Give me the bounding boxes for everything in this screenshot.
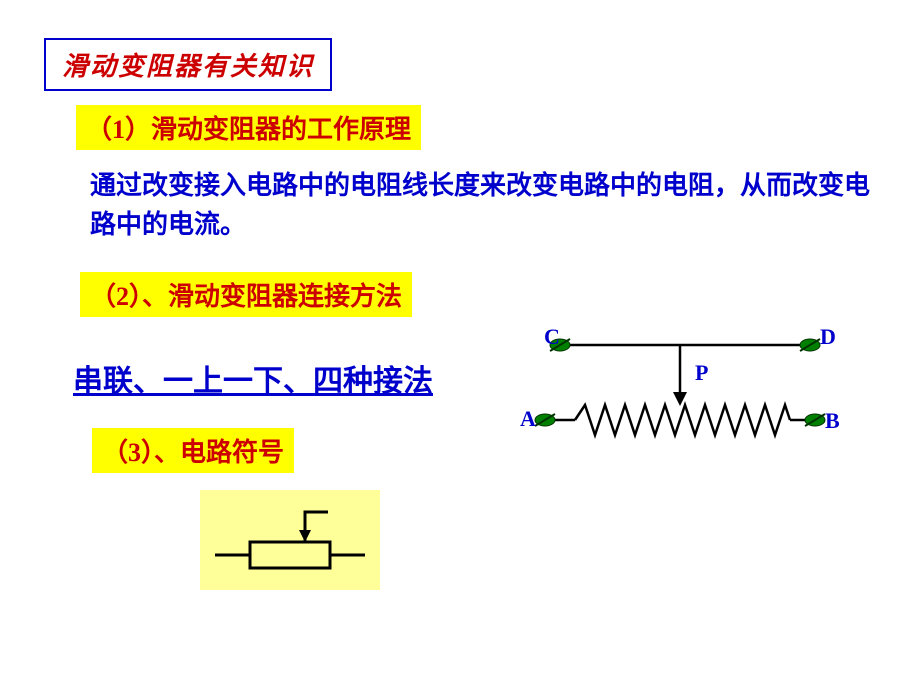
label-d: D bbox=[820, 324, 836, 350]
connection-method-text: 串联、一上一下、四种接法 bbox=[73, 356, 433, 400]
diagram-coil bbox=[575, 405, 790, 435]
section-3-text: （3）、电路符号 bbox=[102, 438, 284, 467]
circuit-symbol-box bbox=[200, 490, 380, 590]
label-b: B bbox=[825, 408, 840, 434]
label-a: A bbox=[520, 406, 536, 432]
rheostat-symbol-svg bbox=[210, 500, 370, 580]
label-c: C bbox=[544, 324, 560, 350]
symbol-resistor-body bbox=[250, 542, 330, 568]
section-2-text: （2）、滑动变阻器连接方法 bbox=[90, 282, 402, 311]
rheostat-diagram: C D P A B bbox=[530, 330, 860, 450]
section-2-heading: （2）、滑动变阻器连接方法 bbox=[80, 272, 412, 317]
title-box: 滑动变阻器有关知识 bbox=[44, 38, 332, 91]
section-1-heading: （1）滑动变阻器的工作原理 bbox=[76, 105, 421, 150]
rheostat-diagram-svg bbox=[530, 330, 860, 450]
slide-title: 滑动变阻器有关知识 bbox=[62, 52, 314, 81]
label-p: P bbox=[695, 360, 708, 386]
section-1-text: （1）滑动变阻器的工作原理 bbox=[86, 115, 411, 144]
body-paragraph: 通过改变接入电路中的电阻线长度来改变电路中的电阻，从而改变电路中的电流。 bbox=[90, 166, 870, 244]
section-3-heading: （3）、电路符号 bbox=[92, 428, 294, 473]
symbol-wiper-line bbox=[305, 512, 328, 542]
symbol-wiper-arrow bbox=[299, 530, 311, 542]
